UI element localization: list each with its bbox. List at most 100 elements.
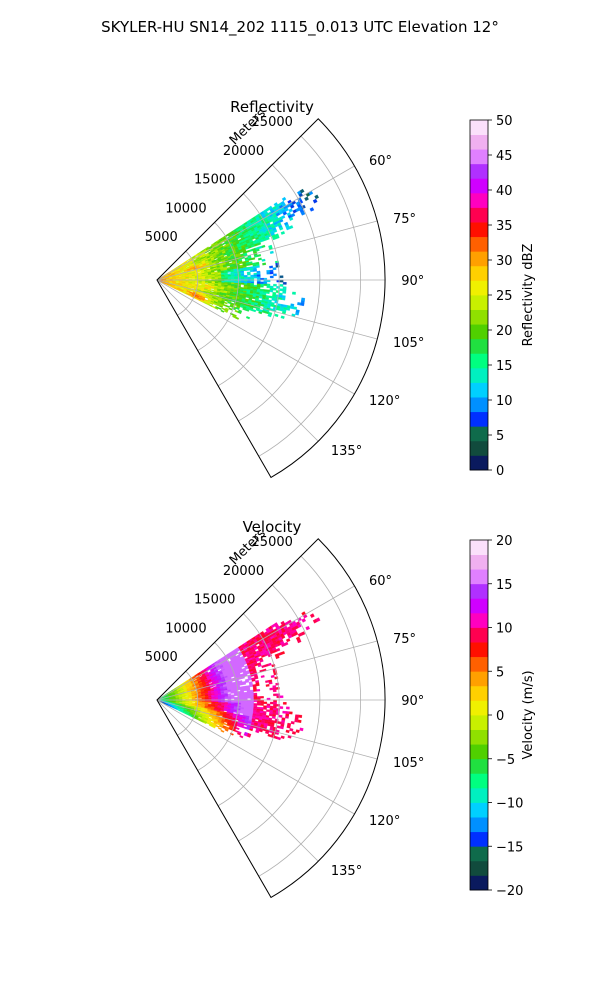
data-bin-group bbox=[175, 697, 180, 699]
data-bin-group bbox=[245, 727, 250, 731]
colorbar-segment bbox=[470, 846, 488, 862]
data-bin-group bbox=[249, 308, 253, 312]
data-bin-group bbox=[222, 265, 227, 268]
data-bin-group bbox=[299, 188, 305, 194]
data-bin-group bbox=[279, 275, 284, 279]
colorbar-segment bbox=[470, 612, 488, 628]
colorbar-tick-label: 5 bbox=[496, 665, 504, 680]
colorbar-tick-label: −15 bbox=[496, 840, 523, 855]
data-bin-group bbox=[266, 271, 271, 275]
range-ring bbox=[197, 222, 239, 351]
data-bin-group bbox=[227, 706, 231, 708]
azimuth-spoke bbox=[156, 585, 355, 701]
colorbar-segment bbox=[470, 309, 488, 325]
data-bin-group bbox=[247, 281, 251, 284]
data-bin-group bbox=[191, 696, 196, 698]
data-bin-group bbox=[191, 704, 196, 706]
data-bin-group bbox=[227, 708, 231, 711]
colorbar-segment bbox=[470, 397, 488, 413]
data-bin-group bbox=[255, 713, 281, 741]
data-bin-group bbox=[233, 268, 238, 271]
data-bin-group bbox=[188, 285, 192, 287]
sector-frame bbox=[156, 118, 386, 479]
range-ring bbox=[258, 555, 361, 877]
colorbar-tick-label: 35 bbox=[496, 219, 513, 234]
range-ring bbox=[197, 642, 239, 771]
data-bin-group bbox=[264, 663, 269, 668]
data-bin-group bbox=[207, 703, 212, 705]
data-bin-group bbox=[188, 694, 193, 699]
data-bin-group bbox=[233, 272, 238, 275]
data-bin-group bbox=[268, 713, 299, 723]
data-bin-group bbox=[265, 297, 269, 300]
data-bin-group bbox=[289, 305, 294, 310]
data-bin-group bbox=[201, 716, 206, 719]
colorbar-label: Reflectivity dBZ bbox=[521, 244, 536, 347]
data-bin-group bbox=[224, 694, 228, 697]
data-bin-group bbox=[207, 708, 223, 728]
azimuth-spoke bbox=[156, 699, 378, 760]
data-bin-group bbox=[239, 291, 244, 294]
data-bin-group bbox=[230, 706, 235, 709]
data-bin-group bbox=[304, 196, 309, 202]
colorbar-segment bbox=[470, 411, 488, 427]
colorbar-tick-label: −20 bbox=[496, 884, 523, 899]
data-bin-group bbox=[214, 307, 219, 310]
data-bin-group bbox=[255, 658, 304, 732]
colorbar-segment bbox=[470, 455, 488, 471]
data-bin-group bbox=[229, 726, 233, 730]
colorbar-segment bbox=[470, 367, 488, 383]
colorbar-segment bbox=[470, 251, 488, 267]
data-bin-group bbox=[178, 701, 183, 703]
colorbar-segment bbox=[470, 178, 488, 194]
data-bin-group bbox=[213, 708, 252, 737]
panel-title: Velocity bbox=[243, 518, 302, 536]
data-bin-group bbox=[272, 267, 277, 271]
data-bin-group bbox=[205, 302, 210, 306]
radial-tick-label: 15000 bbox=[194, 593, 235, 608]
azimuth-tick-label: 60° bbox=[369, 574, 392, 589]
azimuth-tick-label: 75° bbox=[393, 212, 416, 227]
colorbar-segment bbox=[470, 817, 488, 833]
data-bin-group bbox=[240, 707, 244, 710]
colorbar-segment bbox=[470, 773, 488, 789]
data-bin-group bbox=[281, 196, 287, 202]
colorbar-segment bbox=[470, 295, 488, 310]
data-bin-group bbox=[205, 295, 213, 299]
colorbar-segment bbox=[470, 353, 488, 369]
radial-tick-label: 20000 bbox=[223, 144, 264, 159]
colorbar-tick-label: 45 bbox=[496, 149, 513, 164]
data-bin-group bbox=[185, 265, 217, 302]
data-bin-group bbox=[281, 295, 288, 308]
data-bin-group bbox=[237, 244, 241, 248]
data-bin-group bbox=[184, 283, 192, 289]
data-bin-group bbox=[219, 713, 224, 716]
colorbar-tick-label: 10 bbox=[496, 622, 513, 637]
data-bin-group bbox=[282, 282, 287, 285]
colorbar-segment bbox=[470, 265, 488, 281]
data-bin-group bbox=[227, 301, 232, 305]
data-bin-group bbox=[272, 294, 276, 297]
colorbar-segment bbox=[470, 875, 488, 891]
data-bin-group bbox=[261, 310, 266, 314]
data-bin-group bbox=[204, 271, 218, 280]
data-bin-group bbox=[199, 713, 203, 716]
data-bin-group bbox=[167, 273, 172, 276]
data-bin-group bbox=[259, 706, 290, 714]
colorbar-segment bbox=[470, 729, 488, 745]
colorbar-segment bbox=[470, 134, 488, 150]
data-bin-group bbox=[188, 714, 192, 718]
colorbar-tick-label: 15 bbox=[496, 359, 513, 374]
data-bin-group bbox=[162, 281, 199, 296]
data-bin-group bbox=[253, 269, 261, 274]
colorbar-segment bbox=[470, 685, 488, 701]
colorbar-segment bbox=[470, 627, 488, 643]
data-bin-group bbox=[236, 251, 241, 255]
data-bin-group bbox=[221, 298, 226, 301]
data-bin-group bbox=[265, 717, 269, 720]
data-bin-group bbox=[260, 281, 264, 284]
colorbar-segment bbox=[470, 802, 488, 818]
radial-tick-label: 25000 bbox=[252, 535, 293, 550]
data-bin-group bbox=[227, 701, 232, 703]
